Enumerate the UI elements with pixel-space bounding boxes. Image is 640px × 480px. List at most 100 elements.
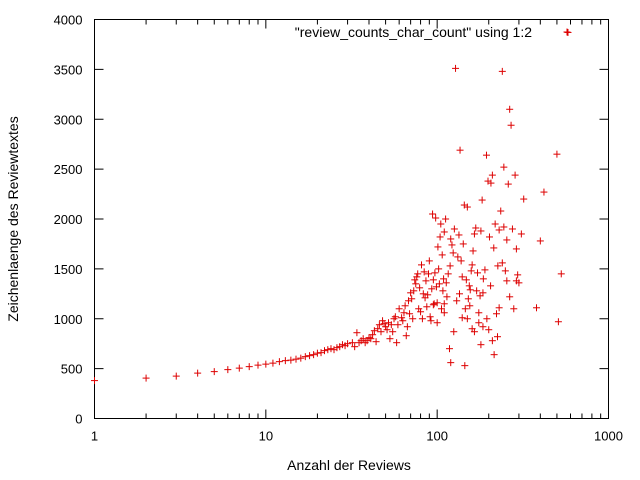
y-tick-label: 2000 bbox=[54, 212, 83, 227]
data-point bbox=[435, 265, 443, 273]
data-point bbox=[461, 305, 469, 313]
data-point bbox=[394, 321, 402, 329]
data-point bbox=[497, 207, 505, 215]
data-point bbox=[444, 270, 452, 278]
data-point bbox=[438, 305, 446, 313]
data-point bbox=[210, 368, 218, 376]
data-point bbox=[517, 230, 525, 238]
y-tick-label: 1000 bbox=[54, 312, 83, 327]
data-point bbox=[494, 262, 502, 270]
data-point bbox=[91, 377, 98, 385]
data-point bbox=[483, 315, 491, 323]
data-point bbox=[417, 308, 425, 316]
data-point bbox=[473, 287, 481, 295]
data-point bbox=[553, 150, 561, 158]
data-point bbox=[479, 323, 487, 331]
data-point bbox=[446, 262, 454, 270]
data-point bbox=[501, 267, 509, 275]
data-point bbox=[491, 220, 499, 228]
axis-ticks bbox=[94, 19, 609, 419]
data-point bbox=[478, 196, 486, 204]
data-point bbox=[194, 369, 202, 377]
data-point bbox=[287, 356, 295, 364]
data-point bbox=[450, 328, 458, 336]
data-point bbox=[512, 245, 520, 253]
data-point bbox=[387, 321, 395, 329]
data-point bbox=[440, 228, 448, 236]
data-point bbox=[495, 226, 503, 234]
data-point bbox=[464, 295, 472, 303]
y-tick-label: 0 bbox=[75, 412, 82, 427]
data-point bbox=[503, 277, 511, 285]
data-point bbox=[426, 313, 434, 321]
data-point bbox=[422, 277, 430, 285]
data-point bbox=[420, 268, 428, 276]
x-axis-label: Anzahl der Reviews bbox=[287, 457, 411, 473]
x-tick-labels: 1 10 100 1000 bbox=[91, 429, 623, 444]
data-point bbox=[488, 337, 496, 345]
data-point bbox=[463, 203, 471, 211]
data-point bbox=[515, 279, 523, 287]
data-point bbox=[433, 299, 441, 307]
x-tick-label: 1 bbox=[91, 429, 98, 444]
data-point bbox=[467, 267, 475, 275]
legend: "review_counts_char_count" using 1:2 bbox=[295, 24, 571, 40]
y-tick-label: 500 bbox=[61, 362, 83, 377]
data-point bbox=[393, 339, 401, 347]
data-point bbox=[455, 231, 463, 239]
data-point bbox=[487, 282, 495, 290]
data-point bbox=[448, 241, 456, 249]
data-point bbox=[419, 290, 427, 298]
data-point bbox=[462, 276, 470, 284]
y-tick-label: 2500 bbox=[54, 162, 83, 177]
x-tick-label: 100 bbox=[426, 429, 448, 444]
data-point bbox=[406, 310, 414, 318]
data-point bbox=[400, 309, 408, 317]
data-point bbox=[447, 235, 455, 243]
data-point bbox=[495, 304, 503, 312]
data-point bbox=[344, 340, 352, 348]
data-point bbox=[389, 328, 397, 336]
y-tick-labels: 0 500 1000 1500 2000 2500 3000 3500 4000 bbox=[54, 13, 83, 427]
data-point bbox=[401, 302, 409, 310]
data-point bbox=[398, 314, 406, 322]
data-point bbox=[423, 303, 431, 311]
data-point bbox=[490, 244, 498, 252]
data-point bbox=[374, 325, 382, 333]
data-point bbox=[224, 366, 232, 374]
data-point bbox=[409, 315, 417, 323]
data-point bbox=[453, 297, 461, 305]
data-point bbox=[142, 374, 150, 382]
data-point bbox=[477, 341, 485, 349]
data-point bbox=[508, 225, 516, 233]
data-point bbox=[494, 333, 502, 341]
data-point bbox=[470, 230, 478, 238]
data-point bbox=[410, 287, 418, 295]
data-point bbox=[418, 315, 426, 323]
data-point bbox=[417, 261, 425, 269]
data-point bbox=[413, 273, 421, 281]
data-point bbox=[510, 305, 518, 313]
data-point bbox=[520, 195, 528, 203]
data-point bbox=[452, 64, 460, 72]
data-point bbox=[380, 320, 388, 328]
data-point bbox=[402, 332, 410, 340]
data-point bbox=[424, 291, 432, 299]
data-point bbox=[440, 300, 448, 308]
data-point bbox=[321, 347, 329, 355]
data-point bbox=[351, 343, 359, 351]
data-point bbox=[498, 67, 506, 75]
data-point bbox=[445, 345, 453, 353]
data-point bbox=[456, 146, 464, 154]
data-point bbox=[461, 362, 469, 370]
data-point bbox=[412, 280, 420, 288]
data-point bbox=[275, 358, 283, 366]
data-point bbox=[514, 271, 522, 279]
data-point bbox=[416, 284, 424, 292]
data-point bbox=[292, 355, 300, 363]
data-point bbox=[434, 243, 442, 251]
data-point bbox=[430, 300, 438, 308]
data-point bbox=[442, 279, 450, 287]
data-point bbox=[457, 257, 465, 265]
data-point bbox=[301, 353, 309, 361]
